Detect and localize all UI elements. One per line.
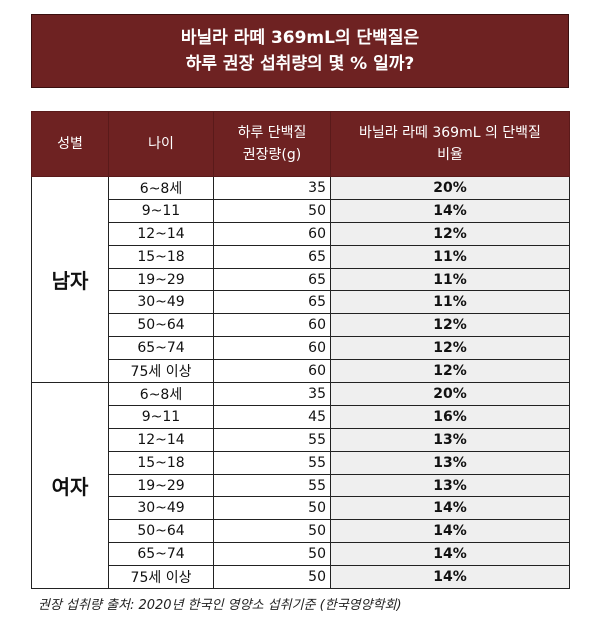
gender-cell: 남자 [31,175,109,384]
table-row: 남자 6~8세 35 20% [31,175,570,384]
title-line-1: 바닐라 라떼 369mL의 단백질은 [180,28,420,48]
table-row: 50~64 60 12% [32,313,570,338]
age-cell: 9~11 [108,405,214,429]
protein-table: 성별 나이 하루 단백질 권장량(g) 바닐라 라떼 369mL 의 단백질 비… [31,111,570,590]
table-row: 19~29 55 13% [32,474,570,498]
source-footnote: 권장 섭취량 출처: 2020년 한국인 영양소 섭취기준 (한국영양학회) [38,598,402,613]
amount-cell: 65 [213,268,331,292]
percent-cell: 16% [330,405,570,429]
age-cell: 19~29 [108,474,214,498]
age-cell: 50~64 [108,519,214,544]
table-row: 여자 6~8세 35 20% [31,382,570,590]
amount-cell: 60 [213,222,331,246]
header-recommended-line1: 하루 단백질 [237,125,307,141]
age-cell: 15~18 [108,245,214,269]
table-row: 65~74 60 12% [32,336,570,361]
table-row: 9~11 45 16% [32,405,570,429]
amount-cell: 60 [213,359,331,384]
percent-cell: 14% [330,199,570,223]
age-cell: 19~29 [108,268,214,292]
table-row: 9~11 50 14% [32,199,570,223]
percent-cell: 11% [330,245,570,269]
age-cell: 65~74 [108,336,214,361]
percent-cell: 20% [330,176,570,200]
table-row: 75세 이상 50 14% [32,565,570,590]
table-header-row: 성별 나이 하루 단백질 권장량(g) 바닐라 라떼 369mL 의 단백질 비… [31,111,570,177]
age-cell: 12~14 [108,428,214,452]
table-row: 75세 이상 60 12% [32,359,570,384]
amount-cell: 50 [213,199,331,223]
age-cell: 75세 이상 [108,565,214,590]
table-row: 65~74 50 14% [32,542,570,567]
table-body: 남자 6~8세 35 20% 9~11 50 14% 12~14 60 12% 15~18 65 11%… [31,175,570,590]
table-row: 15~18 65 11% [32,245,570,269]
percent-cell: 13% [330,428,570,452]
header-ratio-line2: 비율 [437,147,463,163]
percent-cell: 13% [330,451,570,475]
table-row: 15~18 55 13% [32,451,570,475]
table-row: 12~14 55 13% [32,428,570,452]
gender-cell: 여자 [31,382,109,590]
title-line-2: 하루 권장 섭취량의 몇 % 일까? [185,54,415,74]
age-cell: 30~49 [108,496,214,521]
amount-cell: 60 [213,313,331,338]
table-row: 12~14 60 12% [32,222,570,246]
table-row: 30~49 50 14% [32,496,570,521]
percent-cell: 14% [330,519,570,544]
percent-cell: 14% [330,542,570,567]
age-cell: 75세 이상 [108,359,214,384]
percent-cell: 13% [330,474,570,498]
amount-cell: 65 [213,245,331,269]
amount-cell: 50 [213,496,331,521]
percent-cell: 12% [330,359,570,384]
header-gender: 성별 [31,111,109,177]
table-row: 50~64 50 14% [32,519,570,544]
title-banner: 바닐라 라떼 369mL의 단백질은 하루 권장 섭취량의 몇 % 일까? [31,14,569,88]
age-cell: 6~8세 [108,176,214,200]
percent-cell: 20% [330,382,570,406]
age-cell: 65~74 [108,542,214,567]
age-cell: 9~11 [108,199,214,223]
amount-cell: 45 [213,405,331,429]
amount-cell: 35 [213,176,331,200]
age-cell: 6~8세 [108,382,214,406]
header-age: 나이 [108,111,214,177]
age-cell: 15~18 [108,451,214,475]
age-cell: 50~64 [108,313,214,338]
percent-cell: 11% [330,290,570,315]
amount-cell: 65 [213,290,331,315]
amount-cell: 55 [213,428,331,452]
percent-cell: 14% [330,565,570,590]
table-row: 30~49 65 11% [32,290,570,315]
amount-cell: 50 [213,565,331,590]
amount-cell: 55 [213,474,331,498]
header-recommended: 하루 단백질 권장량(g) [213,111,331,177]
percent-cell: 12% [330,222,570,246]
percent-cell: 12% [330,336,570,361]
amount-cell: 55 [213,451,331,475]
percent-cell: 11% [330,268,570,292]
percent-cell: 12% [330,313,570,338]
age-cell: 12~14 [108,222,214,246]
age-cell: 30~49 [108,290,214,315]
table-row: 19~29 65 11% [32,268,570,292]
header-recommended-line2: 권장량(g) [242,147,302,163]
amount-cell: 60 [213,336,331,361]
amount-cell: 35 [213,382,331,406]
amount-cell: 50 [213,542,331,567]
header-ratio: 바닐라 라떼 369mL 의 단백질 비율 [330,111,570,177]
percent-cell: 14% [330,496,570,521]
amount-cell: 50 [213,519,331,544]
header-ratio-line1: 바닐라 라떼 369mL 의 단백질 [359,125,541,141]
